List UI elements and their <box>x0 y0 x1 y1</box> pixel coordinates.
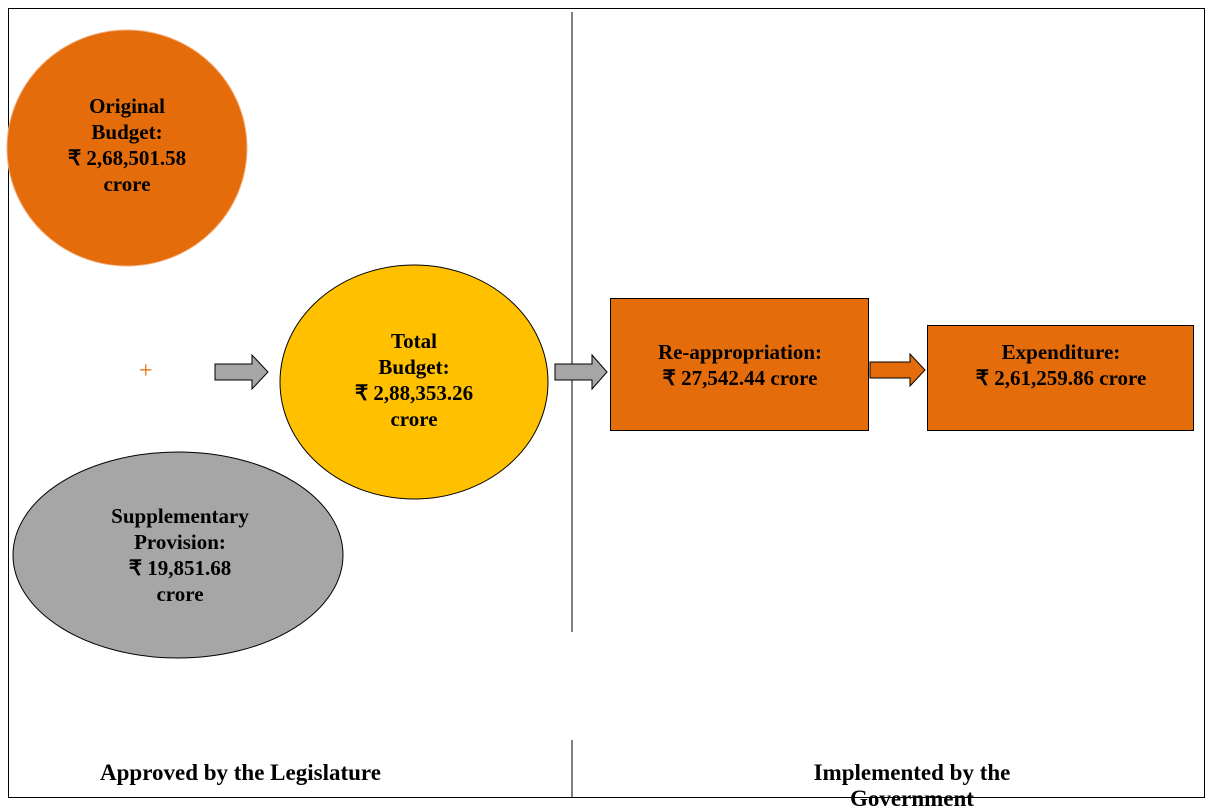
original-text: Original Budget: ₹ 2,68,501.58 crore <box>52 70 202 220</box>
footer-left: Approved by the Legislature <box>100 760 381 785</box>
amount: ₹ 27,542.44 crore <box>662 366 818 390</box>
footer-right: Implemented by the Government <box>813 760 1011 811</box>
label: Total Budget: <box>378 329 450 379</box>
expenditure-text: Expenditure: ₹ 2,61,259.86 crore <box>928 335 1194 395</box>
amount: ₹ 19,851.68 crore <box>128 556 232 606</box>
arrow <box>554 353 608 391</box>
frame <box>8 8 1205 798</box>
amount: ₹ 2,88,353.26 crore <box>354 381 474 431</box>
arrow <box>214 353 269 391</box>
label: Supplementary Provision: <box>111 504 249 554</box>
amount: ₹ 2,68,501.58 crore <box>67 146 187 196</box>
total-ellipse <box>279 264 549 500</box>
label: Re-appropriation: <box>657 340 823 364</box>
supplementary-text: Supplementary Provision: ₹ 19,851.68 cror… <box>80 460 280 650</box>
reappropriation-text: Re-appropriation: ₹ 27,542.44 crore <box>611 330 869 400</box>
plus: + <box>139 358 153 384</box>
total-text: Total Budget: ₹ 2,88,353.26 crore <box>334 290 494 470</box>
label: Original Budget: <box>89 94 165 144</box>
amount: ₹ 2,61,259.86 crore <box>975 366 1147 390</box>
supplementary-ellipse <box>12 451 344 659</box>
arrow <box>869 352 926 388</box>
label: Expenditure: <box>1001 340 1121 364</box>
original-ellipse <box>6 29 248 267</box>
reappropriation-box <box>610 298 869 431</box>
expenditure-box <box>927 325 1194 431</box>
